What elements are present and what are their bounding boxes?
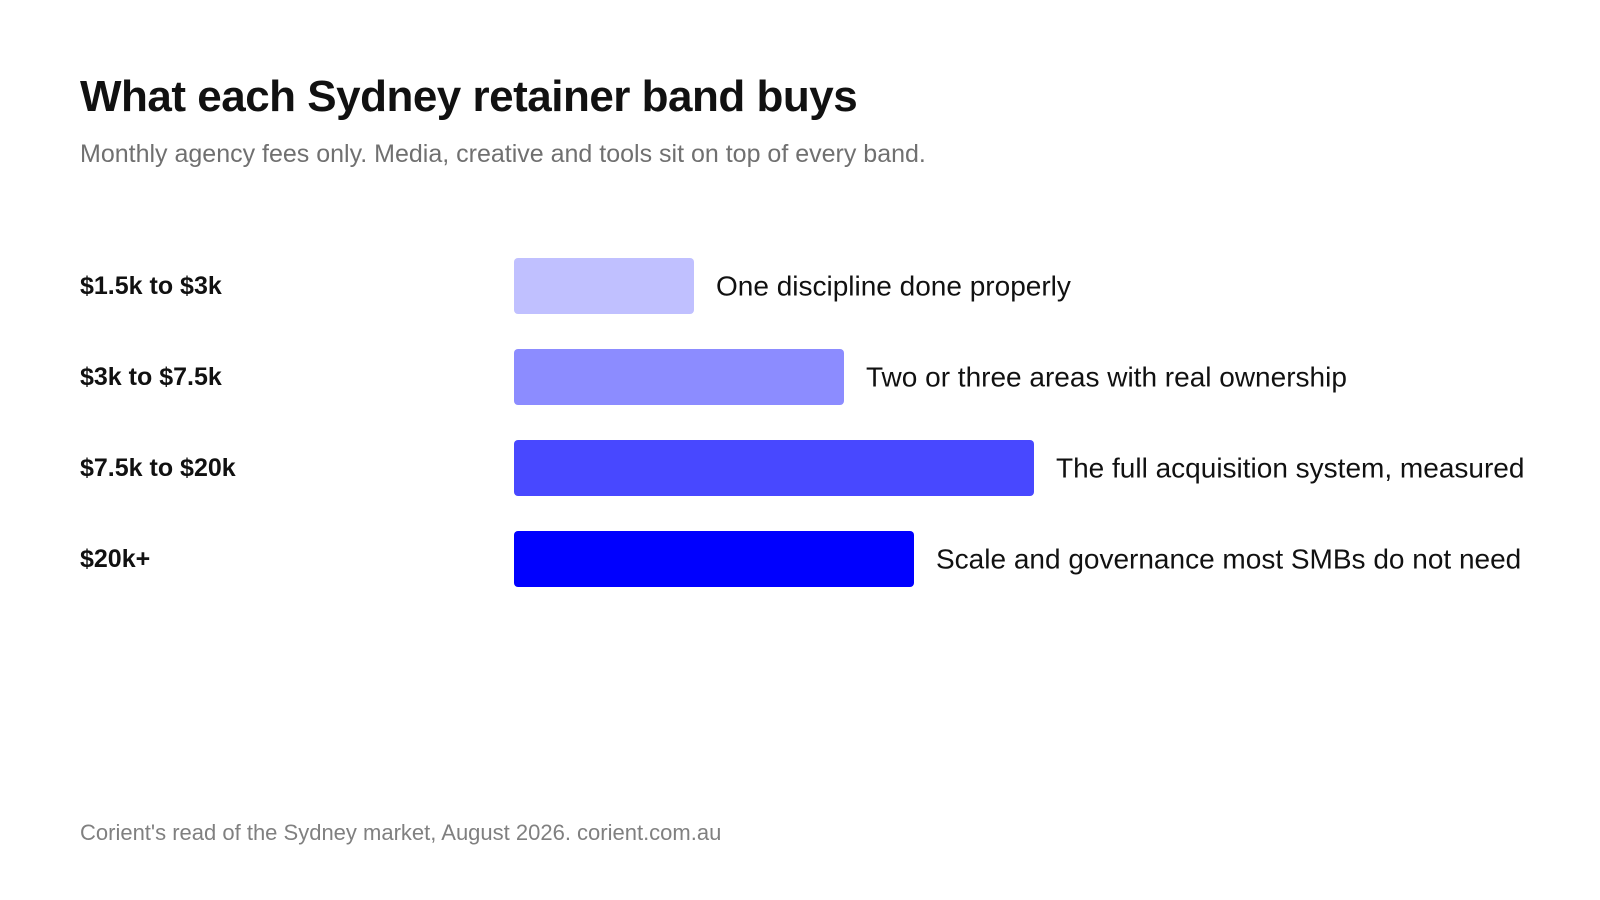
chart-subtitle: Monthly agency fees only. Media, creativ… (80, 140, 926, 168)
bar-row: $7.5k to $20k The full acquisition system… (80, 440, 1524, 496)
bar-row: $3k to $7.5k Two or three areas with real… (80, 349, 1347, 405)
bar-annotation: The full acquisition system, measured (1056, 453, 1524, 484)
bar-annotation: One discipline done properly (716, 271, 1071, 302)
chart-title: What each Sydney retainer band buys (80, 72, 858, 121)
band-label: $7.5k to $20k (80, 454, 236, 482)
bar (514, 440, 1034, 496)
bar (514, 531, 914, 587)
bar-annotation: Scale and governance most SMBs do not ne… (936, 544, 1521, 575)
band-label: $1.5k to $3k (80, 272, 222, 300)
band-label: $3k to $7.5k (80, 363, 222, 391)
bar (514, 258, 694, 314)
bar-row: $20k+ Scale and governance most SMBs do n… (80, 531, 1521, 587)
bar-row: $1.5k to $3k One discipline done properly (80, 258, 1071, 314)
bar-annotation: Two or three areas with real ownership (866, 362, 1347, 393)
band-label: $20k+ (80, 545, 150, 573)
source-note: Corient's read of the Sydney market, Aug… (80, 820, 722, 845)
bar (514, 349, 844, 405)
